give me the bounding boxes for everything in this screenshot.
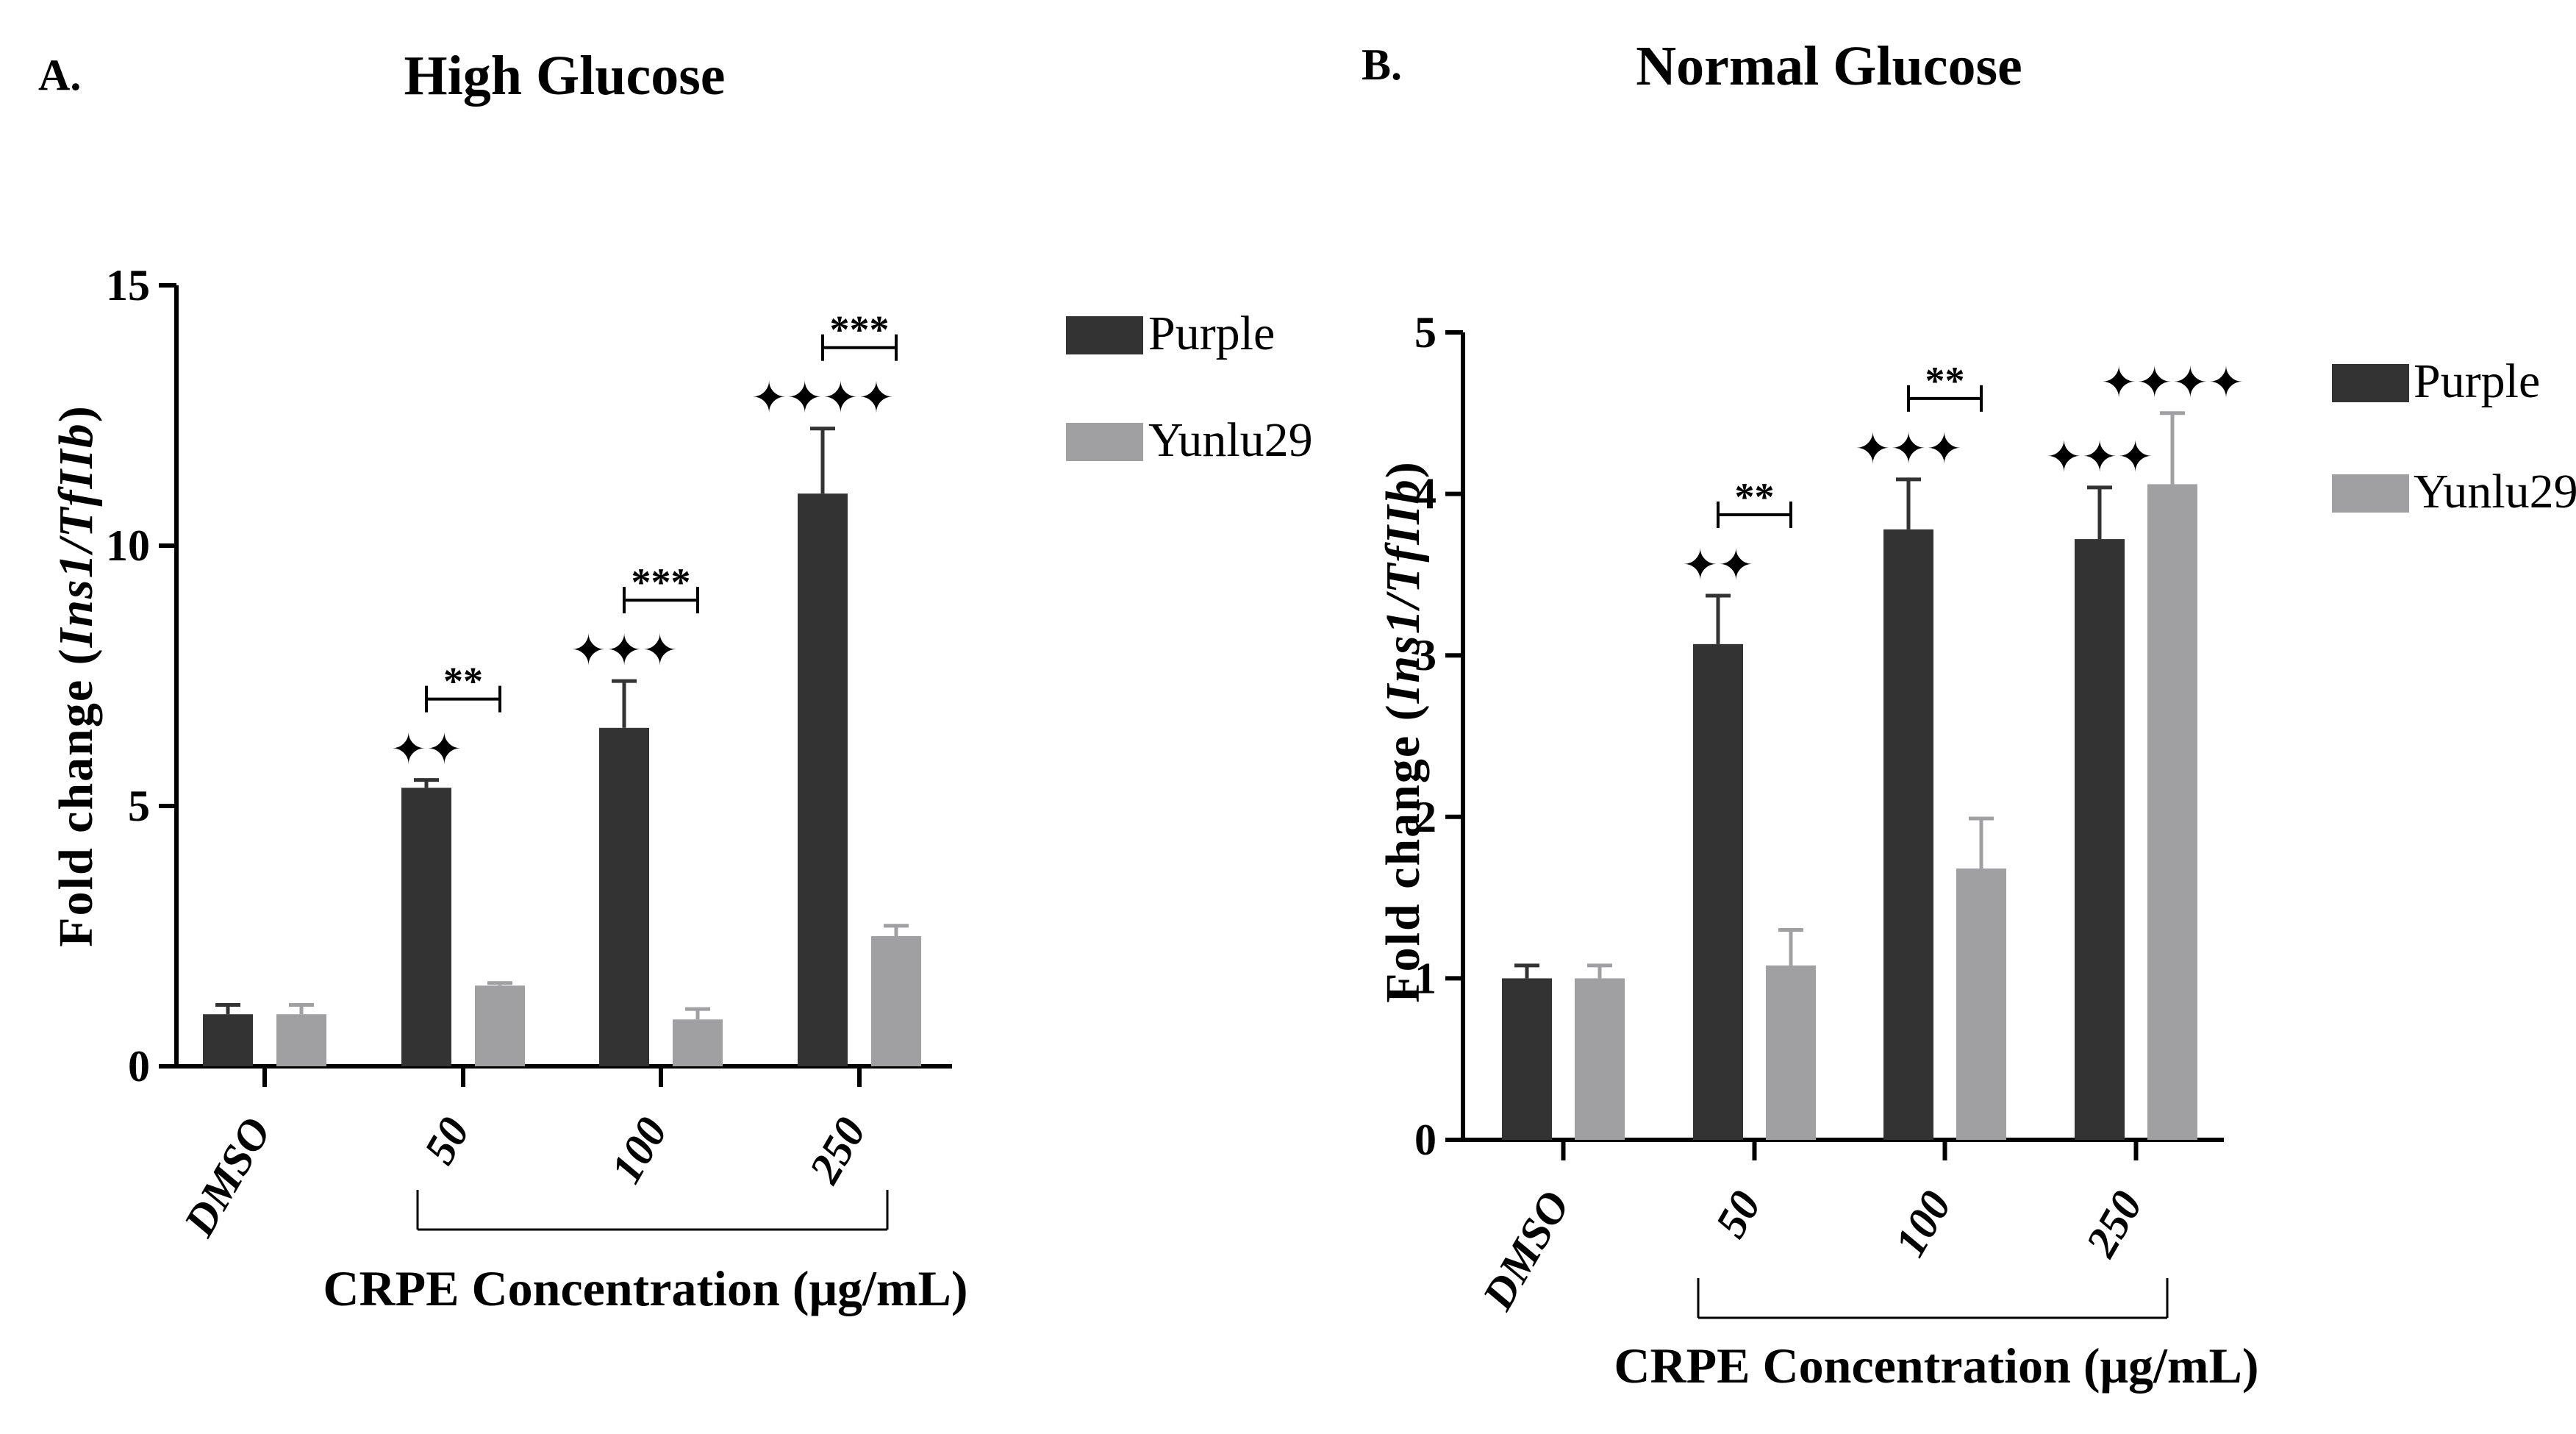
panel-a-x-tick-label: 100 — [601, 1110, 676, 1191]
panel-b-bar-yunlu29 — [1575, 978, 1625, 1140]
panel-b-x-tick-label: DMSO — [1473, 1183, 1578, 1319]
panel-a-diamond-marker: ✦✦✦ — [570, 627, 678, 674]
panel-a-letter: A. — [38, 51, 81, 99]
panel-a-y-tick-label: 10 — [106, 521, 150, 570]
panel-b-diamond-marker: ✦✦✦ — [2046, 433, 2153, 481]
panel-a-bar-yunlu29 — [475, 985, 525, 1066]
panel-a-legend-swatch — [1066, 423, 1143, 461]
panel-b-x-tick-label: 250 — [2076, 1183, 2152, 1266]
panel-b-bar-yunlu29 — [2147, 484, 2197, 1140]
panel-b-y-tick-label: 1 — [1414, 954, 1437, 1002]
panel-a-x-axis-label: CRPE Concentration (μg/mL) — [323, 1260, 967, 1316]
panel-b-sig-stars: ** — [1735, 475, 1775, 519]
panel-a-sig-stars: *** — [830, 308, 890, 352]
panel-b-bar-purple — [1693, 643, 1743, 1140]
panel-a-bar-purple — [203, 1014, 253, 1066]
panel-b-legend-swatch — [2332, 364, 2409, 402]
panel-b-x-axis-label: CRPE Concentration (μg/mL) — [1614, 1338, 2258, 1394]
panel-b-bar-purple — [2075, 539, 2125, 1140]
panel-a-bar-purple — [401, 788, 451, 1066]
panel-b-y-tick-label: 4 — [1414, 470, 1437, 518]
panel-a-sig-stars: *** — [632, 560, 691, 604]
panel-b-diamond-marker: ✦✦ — [1682, 541, 1753, 589]
panel-b-diamond-marker: ✦✦✦ — [1855, 425, 1962, 473]
panel-b-title: Normal Glucose — [1636, 35, 2022, 97]
panel-a-legend-label: Yunlu29 — [1148, 413, 1313, 467]
panel-b-legend-label: Yunlu29 — [2414, 465, 2576, 518]
panel-b-bar-yunlu29 — [1956, 868, 2006, 1140]
panel-b-sig-stars: ** — [1925, 359, 1965, 403]
panel-a-legend-swatch — [1066, 316, 1143, 354]
panel-a-diamond-marker: ✦✦✦✦ — [751, 374, 894, 422]
panel-b-y-tick-label: 0 — [1414, 1116, 1437, 1164]
panel-a-x-tick-label: DMSO — [174, 1110, 280, 1245]
panel-a-x-tick-label: 250 — [800, 1110, 876, 1192]
panel-b-y-tick-label: 2 — [1414, 793, 1437, 841]
panel-a-bar-yunlu29 — [276, 1014, 326, 1066]
panel-a-y-tick-label: 15 — [106, 261, 150, 310]
panel-b-x-tick-label: 100 — [1886, 1183, 1961, 1265]
panel-a-title: High Glucose — [404, 45, 725, 107]
panel-b-legend-swatch — [2332, 474, 2409, 513]
panel-b-bar-purple — [1883, 529, 1933, 1140]
panel-b-letter: B. — [1362, 40, 1402, 89]
panel-a-y-tick-label: 0 — [128, 1042, 150, 1091]
panel-a-y-axis-label: Fold change (Ins1/TfIIb) — [49, 404, 103, 946]
panel-b-bar-purple — [1502, 978, 1552, 1140]
panel-b-y-axis-label: Fold change (Ins1/TfIIb) — [1376, 460, 1430, 1002]
panel-a-diamond-marker: ✦✦ — [390, 726, 462, 774]
panel-a-sig-stars: ** — [443, 660, 483, 704]
panel-a-bar-yunlu29 — [871, 936, 921, 1066]
panel-a-y-tick-label: 5 — [128, 782, 150, 830]
panel-b-bar-yunlu29 — [1766, 965, 1816, 1140]
panel-b-y-tick-label: 5 — [1414, 308, 1437, 357]
panel-a-bar-yunlu29 — [673, 1019, 723, 1066]
panel-a-x-tick-label: 50 — [415, 1110, 479, 1172]
panel-b-legend-label: Purple — [2414, 354, 2540, 408]
panel-a-bar-purple — [798, 493, 848, 1066]
panel-b-diamond-marker: ✦✦✦✦ — [2101, 359, 2244, 407]
panel-a-bar-purple — [599, 727, 649, 1066]
panel-b-y-tick-label: 3 — [1414, 631, 1437, 679]
panel-a-legend-label: Purple — [1148, 307, 1275, 360]
panel-b-x-tick-label: 50 — [1706, 1183, 1770, 1246]
